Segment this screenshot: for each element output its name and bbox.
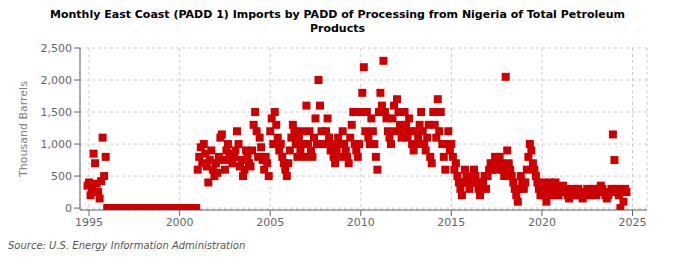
svg-text:2,500: 2,500 bbox=[41, 42, 73, 55]
svg-text:0: 0 bbox=[65, 202, 72, 215]
svg-text:1,000: 1,000 bbox=[41, 138, 73, 151]
svg-text:1995: 1995 bbox=[75, 216, 103, 229]
svg-text:Thousand Barrels: Thousand Barrels bbox=[17, 81, 30, 178]
svg-text:500: 500 bbox=[51, 170, 72, 183]
svg-text:1,500: 1,500 bbox=[41, 106, 73, 119]
svg-text:2000: 2000 bbox=[166, 216, 194, 229]
svg-text:2010: 2010 bbox=[347, 216, 375, 229]
html-text:Monthly East Coast (PADD 1) Im: Monthly East Coast (PADD 1) Imports by P… bbox=[50, 8, 625, 21]
svg-text:2015: 2015 bbox=[437, 216, 465, 229]
svg-text:2,000: 2,000 bbox=[41, 74, 73, 87]
svg-text:2005: 2005 bbox=[256, 216, 284, 229]
svg-text:2020: 2020 bbox=[528, 216, 556, 229]
svg-text:2025: 2025 bbox=[619, 216, 647, 229]
html-text:Source: U.S. Energy Informatio: Source: U.S. Energy Information Administ… bbox=[8, 240, 246, 251]
html-text:Products: Products bbox=[310, 22, 365, 35]
